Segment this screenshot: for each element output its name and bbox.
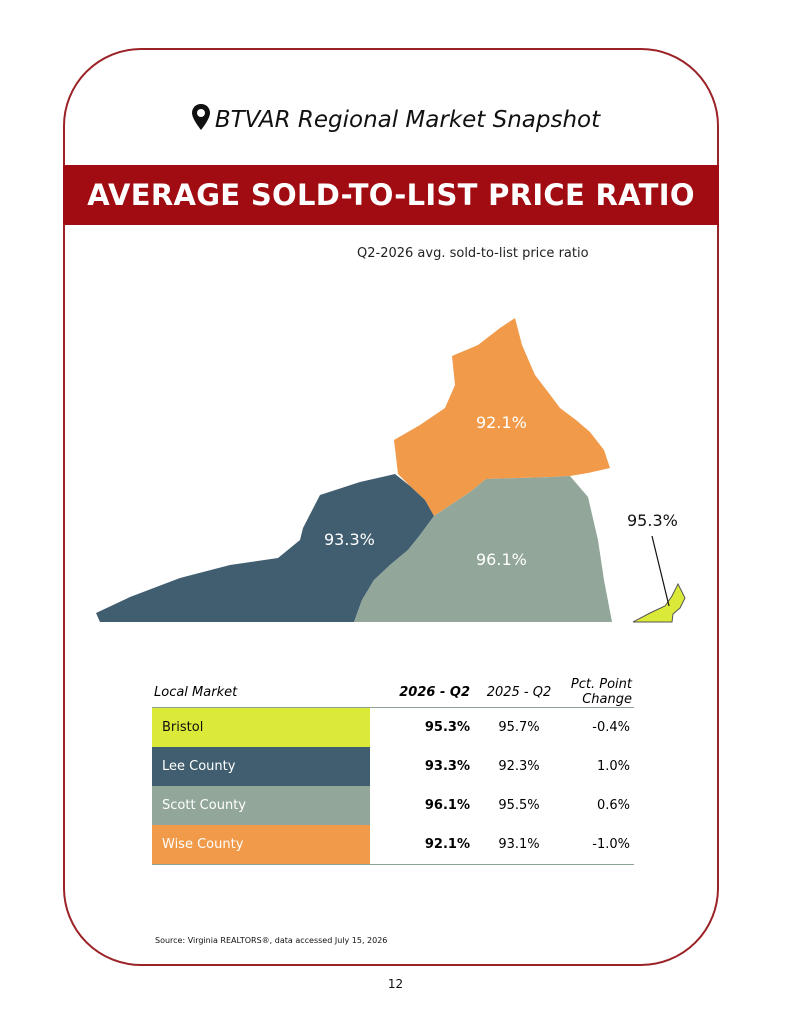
- market-cell: Bristol: [152, 707, 370, 747]
- source-note: Source: Virginia REALTORS®, data accesse…: [155, 936, 388, 945]
- current-ratio-cell: 95.3%: [424, 720, 470, 735]
- county-map: 92.1% 93.3% 96.1%: [96, 318, 686, 623]
- previous-ratio-cell: 93.1%: [484, 825, 554, 865]
- scott-county-map-label: 96.1%: [476, 550, 527, 569]
- table-row: Bristol 95.3% 95.7% -0.4%: [152, 707, 634, 747]
- lee-county-map-label: 93.3%: [324, 530, 375, 549]
- map-region-wise-county: [394, 318, 610, 516]
- change-cell: -1.0%: [554, 825, 634, 865]
- bristol-map-label: 95.3%: [627, 511, 678, 530]
- change-cell: -0.4%: [592, 720, 630, 735]
- market-cell: Scott County: [152, 786, 370, 825]
- change-cell: 0.6%: [596, 798, 630, 813]
- market-cell: Wise County: [152, 825, 370, 865]
- map-pin-icon: [191, 104, 210, 130]
- bristol-callout-line: [651, 535, 670, 607]
- page-frame: [63, 48, 719, 966]
- page-number: 12: [387, 977, 404, 991]
- previous-ratio-cell: 95.5%: [498, 798, 540, 813]
- table-row: Wise County 92.1% 93.1% -1.0%: [152, 825, 634, 865]
- map-region-scott-county: [354, 476, 612, 622]
- table-header-row: Local Market 2026 - Q2 2025 - Q2 Pct. Po…: [152, 677, 634, 708]
- table-row: Lee County 93.3% 92.3% 1.0%: [152, 747, 634, 786]
- map-region-lee-county: [96, 474, 434, 622]
- table-row: Scott County 96.1% 95.5% 0.6%: [152, 786, 634, 825]
- current-ratio-cell: 93.3%: [424, 759, 470, 774]
- wise-county-map-label: 92.1%: [476, 413, 527, 432]
- current-ratio-cell: 96.1%: [424, 798, 470, 813]
- snapshot-title: BTVAR Regional Market Snapshot: [214, 107, 601, 133]
- header-2025-q2: 2025 - Q2: [484, 677, 554, 708]
- header-2026-q2: 2026 - Q2: [370, 677, 484, 708]
- header-pct-point-change: Pct. Point Change: [554, 677, 634, 708]
- map-caption: Q2-2026 avg. sold-to-list price ratio: [357, 246, 589, 261]
- previous-ratio-cell: 95.7%: [498, 720, 540, 735]
- map-region-bristol: [632, 582, 686, 623]
- header-local-market: Local Market: [152, 677, 370, 708]
- current-ratio-cell: 92.1%: [370, 825, 484, 865]
- market-cell: Lee County: [152, 747, 370, 786]
- change-cell: 1.0%: [596, 759, 630, 774]
- snapshot-header: BTVAR Regional Market Snapshot: [0, 103, 791, 133]
- ratio-table: Local Market 2026 - Q2 2025 - Q2 Pct. Po…: [152, 677, 634, 865]
- banner-title: AVERAGE SOLD-TO-LIST PRICE RATIO: [87, 178, 695, 212]
- previous-ratio-cell: 92.3%: [498, 759, 540, 774]
- section-banner: AVERAGE SOLD-TO-LIST PRICE RATIO: [63, 165, 719, 225]
